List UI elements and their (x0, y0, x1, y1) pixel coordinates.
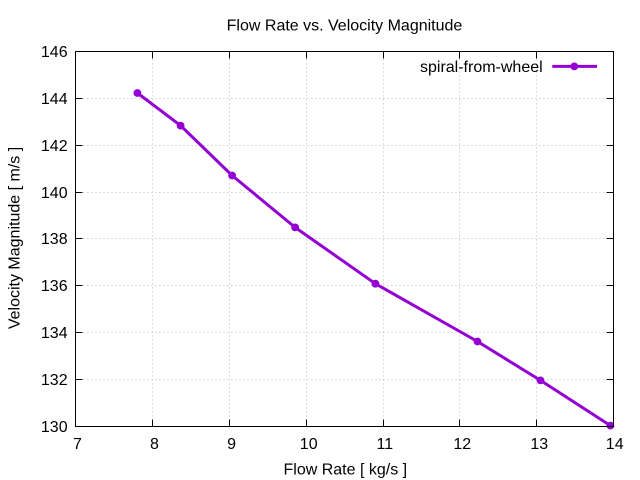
svg-text:136: 136 (41, 278, 68, 295)
svg-text:14: 14 (606, 436, 624, 453)
svg-text:Velocity Magnitude [ m/s ]: Velocity Magnitude [ m/s ] (7, 147, 24, 329)
svg-text:130: 130 (41, 419, 68, 436)
svg-text:132: 132 (41, 372, 68, 389)
svg-text:spiral-from-wheel: spiral-from-wheel (420, 59, 543, 76)
svg-text:7: 7 (73, 436, 82, 453)
svg-text:10: 10 (300, 436, 318, 453)
svg-text:146: 146 (41, 44, 68, 61)
svg-text:9: 9 (227, 436, 236, 453)
svg-text:8: 8 (150, 436, 159, 453)
svg-text:138: 138 (41, 231, 68, 248)
svg-text:134: 134 (41, 325, 68, 342)
svg-text:Flow Rate vs. Velocity Magnitu: Flow Rate vs. Velocity Magnitude (227, 18, 463, 35)
svg-text:11: 11 (376, 436, 393, 453)
svg-text:140: 140 (41, 185, 68, 202)
svg-text:Flow Rate [ kg/s ]: Flow Rate [ kg/s ] (284, 462, 408, 479)
svg-text:144: 144 (41, 91, 68, 108)
svg-text:12: 12 (453, 436, 471, 453)
svg-text:142: 142 (41, 138, 68, 155)
svg-text:13: 13 (530, 436, 548, 453)
